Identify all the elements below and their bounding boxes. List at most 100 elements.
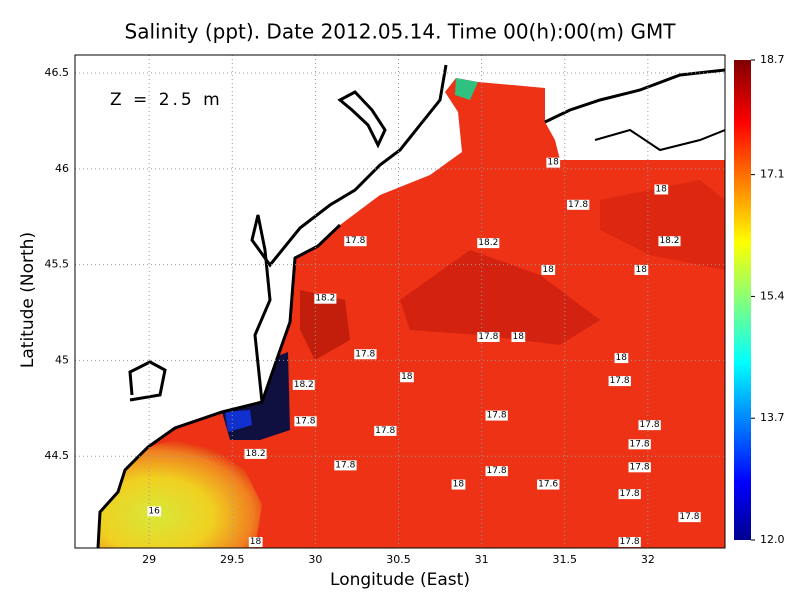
y-tick-label: 45.5 <box>45 258 70 271</box>
contour-label: 18 <box>512 332 524 342</box>
contour-label: 17.8 <box>295 416 315 426</box>
contour-label-box <box>314 293 337 304</box>
contour-label-box <box>147 506 162 517</box>
contour-label-box <box>567 199 590 210</box>
contour-label-box <box>477 332 500 343</box>
high-zone <box>300 290 350 360</box>
contour-label-box <box>658 236 681 247</box>
y-tick-label: 46 <box>55 162 69 175</box>
contour-label: 18 <box>635 265 647 275</box>
colorbar <box>734 60 751 540</box>
colorbar-tick-label: 12.0 <box>760 533 785 546</box>
contour-label-box <box>292 379 315 390</box>
contour-label: 17.8 <box>620 489 640 499</box>
contour-label: 18.2 <box>478 238 498 248</box>
y-tick-label: 44.5 <box>45 449 70 462</box>
x-tick-label: 29.5 <box>220 553 245 566</box>
contour-label-box <box>374 425 397 436</box>
colorbar-tick-label: 15.4 <box>760 289 785 302</box>
map-field <box>96 64 725 548</box>
y-tick-label: 46.5 <box>45 66 70 79</box>
contour-label-box <box>511 332 526 343</box>
contour-label: 18.2 <box>659 236 679 246</box>
contour-label: 18 <box>655 184 667 194</box>
contour-label-box <box>541 264 556 275</box>
contour-label-box <box>608 376 631 387</box>
plume-zone <box>225 410 252 432</box>
contour-label-box <box>400 372 414 383</box>
contour-label-box <box>678 512 701 523</box>
contour-label: 17.8 <box>355 349 375 359</box>
contour-label-box <box>618 489 641 500</box>
coastline <box>544 68 725 124</box>
colorbar-tick-label: 18.7 <box>760 53 785 66</box>
x-tick-label: 31.5 <box>552 553 577 566</box>
contour-label: 18 <box>547 158 559 168</box>
contour-label-box <box>244 448 267 459</box>
contour-label: 17.8 <box>620 537 640 547</box>
contour-label-box <box>628 439 651 450</box>
high-zone <box>400 250 600 345</box>
contour-label-box <box>294 416 317 427</box>
coastline <box>128 360 167 402</box>
contour-label: 18.2 <box>246 449 266 459</box>
colorbar-tick-label: 17.1 <box>760 168 785 181</box>
plot-frame <box>74 54 726 549</box>
contour-label: 17.8 <box>640 420 660 430</box>
contour-label: 17.6 <box>538 480 558 490</box>
contour-label-box <box>334 460 357 471</box>
annotation: Z = 2.5 m <box>110 90 223 110</box>
colorbar-tick-label: 13.7 <box>760 411 785 424</box>
contour-label-box <box>546 157 561 168</box>
y-axis-label: Latitude (North) <box>18 232 38 368</box>
coastline <box>594 128 725 152</box>
contour-label: 17.8 <box>345 236 365 246</box>
x-tick-label: 29 <box>142 553 156 566</box>
contour-label-box <box>477 238 500 249</box>
contour-label: 18 <box>542 265 554 275</box>
contour-label-box <box>451 479 466 490</box>
contour-label-box <box>634 264 649 275</box>
contour-label: 17.8 <box>487 411 507 421</box>
contour-label: 18.2 <box>294 380 314 390</box>
coastline <box>96 223 342 548</box>
contour-label: 17.8 <box>679 512 699 522</box>
contour-label-box <box>618 537 641 548</box>
fresh-zone <box>98 440 262 548</box>
contour-label: 16 <box>148 506 160 516</box>
contour-label: 17.8 <box>487 466 507 476</box>
contour-label-box <box>654 184 669 195</box>
contour-label: 18 <box>401 372 413 382</box>
contour-label-box <box>354 349 377 360</box>
contour-label-box <box>614 353 629 364</box>
plume-zone <box>455 78 478 100</box>
contour-label-box <box>485 466 508 477</box>
x-tick-label: 31 <box>475 553 489 566</box>
contour-label: 18 <box>250 537 262 547</box>
contour-label: 17.8 <box>610 376 630 386</box>
contour-label: 17.8 <box>568 200 588 210</box>
contour-label: 18 <box>616 353 628 363</box>
x-axis-label: Longitude (East) <box>330 570 470 590</box>
contour-label: 17.8 <box>478 332 498 342</box>
contour-label-box <box>537 479 560 490</box>
high-zone <box>600 180 725 270</box>
y-tick-label: 45 <box>55 353 69 366</box>
contour-label-box <box>344 236 367 247</box>
x-tick-label: 30 <box>308 553 322 566</box>
contour-label: 18.2 <box>315 294 335 304</box>
contour-label: 17.8 <box>375 426 395 436</box>
x-tick-label: 32 <box>641 553 655 566</box>
grid <box>75 55 725 548</box>
x-tick-label: 30.5 <box>386 553 411 566</box>
coastline <box>337 90 387 149</box>
contour-label-box <box>248 537 263 548</box>
contour-label-box <box>485 410 508 421</box>
contour-label: 18 <box>453 480 465 490</box>
coastline <box>250 64 448 403</box>
contour-label: 17.8 <box>630 462 650 472</box>
contour-label: 17.8 <box>630 439 650 449</box>
contour-label-box <box>628 462 651 473</box>
chart-title: Salinity (ppt). Date 2012.05.14. Time 00… <box>125 20 677 44</box>
